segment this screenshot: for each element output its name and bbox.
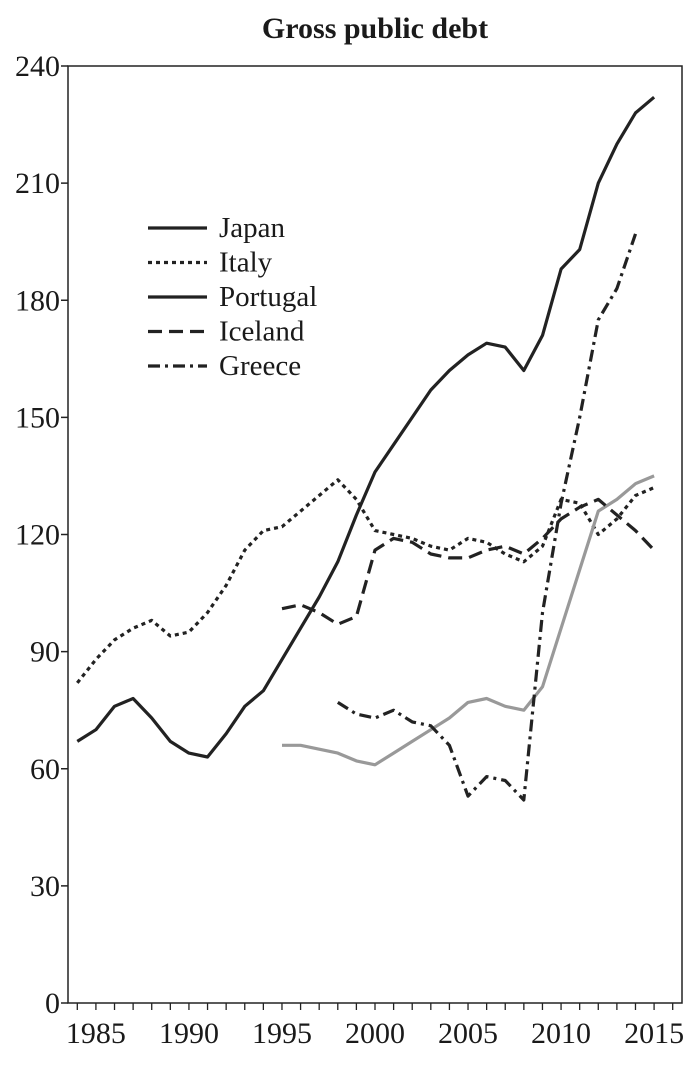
y-tick-label: 0 (45, 987, 60, 1020)
series-line-portugal (282, 474, 655, 767)
y-tick-label: 150 (15, 401, 60, 434)
series-line-japan (76, 95, 656, 759)
y-tick-label: 60 (30, 753, 60, 786)
x-tick-label: 1985 (66, 1017, 126, 1050)
legend-label-iceland: Iceland (219, 316, 305, 348)
legend-label-japan: Japan (219, 212, 286, 244)
x-tick-label: 2005 (438, 1017, 498, 1050)
y-tick-label: 240 (15, 50, 60, 83)
legend-label-italy: Italy (219, 247, 273, 279)
y-tick-label: 30 (30, 870, 60, 903)
x-tick-label: 2010 (531, 1017, 591, 1050)
x-tick-label: 2000 (345, 1017, 405, 1050)
x-tick-label: 2015 (624, 1017, 684, 1050)
axes: 0 30 60 90 120 150 180 210 240 1985 1990 1995 2000 20… (15, 50, 684, 1050)
y-tick-label: 120 (15, 519, 60, 552)
chart-title: Gross public debt (262, 12, 488, 45)
y-tick-label: 180 (15, 284, 60, 317)
x-tick-label: 1995 (252, 1017, 312, 1050)
series-line-italy (76, 478, 655, 684)
legend-label-portugal: Portugal (219, 281, 317, 313)
legend-label-greece: Greece (219, 350, 301, 382)
y-tick-label: 90 (30, 636, 60, 669)
series-layer (76, 95, 656, 802)
series-line-greece (336, 233, 638, 802)
series-line-iceland (281, 497, 656, 626)
x-tick-label: 1990 (159, 1017, 219, 1050)
y-tick-label: 210 (15, 167, 60, 200)
